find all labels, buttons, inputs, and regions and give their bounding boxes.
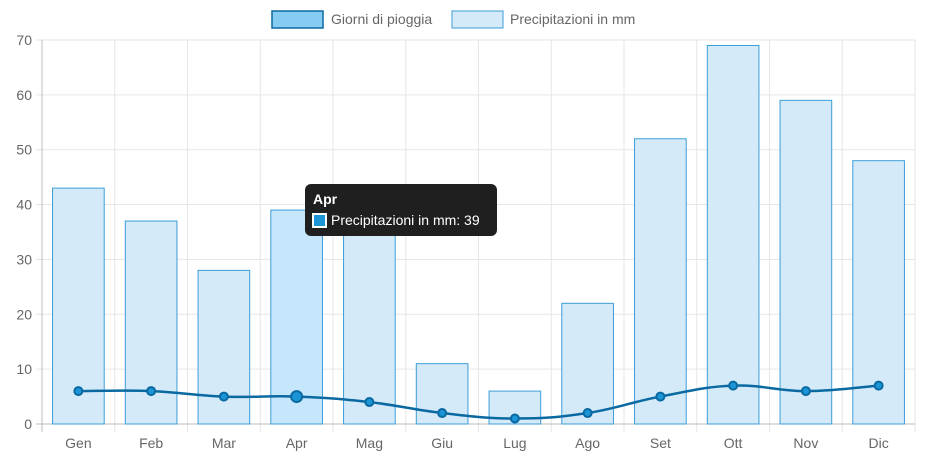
line-point[interactable] xyxy=(290,390,304,404)
x-tick-label: Lug xyxy=(503,435,526,451)
x-tick-label: Giu xyxy=(431,435,453,451)
line-point[interactable] xyxy=(509,413,520,424)
x-tick-label: Dic xyxy=(869,435,889,451)
y-tick-label: 50 xyxy=(16,142,32,158)
legend-item-precipitation[interactable]: Precipitazioni in mm xyxy=(451,10,635,29)
bar[interactable] xyxy=(52,187,105,425)
y-tick-label: 40 xyxy=(16,197,32,213)
bar[interactable] xyxy=(270,209,323,425)
legend-swatch-rain-days xyxy=(271,10,324,29)
y-tick-label: 60 xyxy=(16,87,32,103)
line-point[interactable] xyxy=(364,397,375,408)
x-tick-label: Mar xyxy=(212,435,236,451)
line-path xyxy=(78,384,879,420)
bar[interactable] xyxy=(706,44,760,425)
legend: Giorni di pioggia Precipitazioni in mm xyxy=(271,10,635,29)
x-tick-label: Apr xyxy=(286,435,308,451)
line-point[interactable] xyxy=(437,408,448,419)
line-series xyxy=(73,380,884,424)
x-tick-label: Feb xyxy=(139,435,163,451)
tooltip-background xyxy=(305,184,497,236)
line-point[interactable] xyxy=(655,391,666,402)
tooltip-swatch-inner xyxy=(314,215,325,226)
legend-label-precipitation: Precipitazioni in mm xyxy=(510,11,635,27)
legend-item-rain-days[interactable]: Giorni di pioggia xyxy=(271,10,432,29)
legend-swatch-precipitation xyxy=(451,10,504,29)
x-axis: Gen Feb Mar Apr Mag Giu Lug Ago Set Ott Nov Dic xyxy=(65,435,889,451)
x-tick-label: Ott xyxy=(724,435,743,451)
bar[interactable] xyxy=(343,226,396,425)
y-tick-label: 0 xyxy=(24,416,32,432)
line-point[interactable] xyxy=(582,408,593,419)
line-point[interactable] xyxy=(873,380,884,391)
tooltip-text: Precipitazioni in mm: 39 xyxy=(331,212,480,228)
line-point[interactable] xyxy=(146,386,157,397)
y-tick-label: 10 xyxy=(16,361,32,377)
line-point[interactable] xyxy=(73,386,84,397)
bar[interactable] xyxy=(634,138,687,425)
tooltip-title: Apr xyxy=(313,191,338,207)
x-tick-label: Ago xyxy=(575,435,600,451)
line-point[interactable] xyxy=(800,386,811,397)
y-tick-label: 20 xyxy=(16,306,32,322)
bar-series xyxy=(52,44,905,425)
y-tick-label: 30 xyxy=(16,251,32,267)
x-tick-label: Mag xyxy=(356,435,383,451)
line-point[interactable] xyxy=(218,391,229,402)
bar[interactable] xyxy=(779,99,833,425)
y-axis: 0 10 20 30 40 50 60 70 xyxy=(16,32,32,432)
y-tick-label: 70 xyxy=(16,32,32,48)
legend-label-rain-days: Giorni di pioggia xyxy=(331,11,432,27)
line-point[interactable] xyxy=(728,380,739,391)
x-tick-label: Gen xyxy=(65,435,91,451)
tooltip: Apr Precipitazioni in mm: 39 xyxy=(305,184,497,236)
x-tick-label: Nov xyxy=(793,435,818,451)
x-tick-label: Set xyxy=(650,435,671,451)
bar[interactable] xyxy=(852,160,905,425)
bar[interactable] xyxy=(561,302,614,425)
